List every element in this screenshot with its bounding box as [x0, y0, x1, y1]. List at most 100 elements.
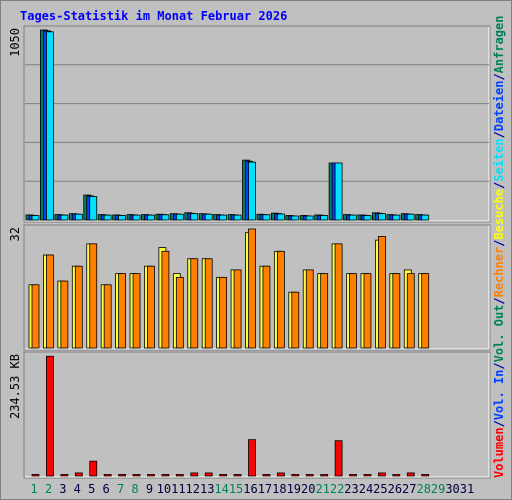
bar [262, 474, 271, 477]
panel-shade [25, 353, 490, 478]
bar [334, 162, 343, 221]
bar [320, 273, 329, 349]
x-tick-label: 3 [59, 482, 66, 496]
legend-entry: Vol. Out [492, 305, 506, 363]
bar [392, 273, 401, 349]
bar [74, 265, 83, 349]
bar [392, 474, 401, 477]
bar [392, 214, 401, 221]
legend-entry: / [492, 73, 506, 80]
bar [349, 474, 357, 477]
x-tick-label: 24 [359, 482, 373, 496]
legend-entry: Rechner [492, 247, 506, 298]
legend-entry: Seiten [492, 138, 506, 181]
bar [89, 196, 98, 221]
bar [262, 214, 271, 221]
bar [406, 213, 415, 221]
bar [161, 214, 170, 221]
bar [161, 250, 170, 349]
x-tick-label: 29 [431, 482, 445, 496]
bar [233, 269, 242, 349]
legend-entry: / [492, 182, 506, 189]
bar [175, 213, 184, 221]
bar [377, 236, 386, 349]
legend-entry: / [492, 240, 506, 247]
x-tick-label: 7 [117, 482, 124, 496]
x-tick-label: 5 [88, 482, 95, 496]
panel [23, 25, 491, 223]
x-tick-label: 27 [402, 482, 416, 496]
x-tick-label: 15 [229, 482, 243, 496]
side-legend: Volumen/Vol. In/Vol. Out/Rechner/Besuche… [492, 16, 506, 478]
bar [421, 474, 430, 477]
bar [291, 291, 300, 349]
x-tick-label: 30 [445, 482, 459, 496]
legend-entry: Volumen [492, 427, 506, 478]
x-tick-label: 12 [186, 482, 200, 496]
bar [291, 474, 300, 477]
bar [60, 474, 69, 477]
bar [147, 265, 155, 349]
bar [190, 258, 199, 349]
y-tick-label: 1050 [8, 28, 22, 57]
legend-entry: Anfragen [492, 16, 506, 74]
x-tick-label: 11 [171, 482, 185, 496]
bar [233, 474, 242, 477]
panel-shade [25, 27, 490, 222]
bar [204, 258, 213, 349]
x-tick-label: 23 [344, 482, 358, 496]
legend-entry: / [492, 420, 506, 427]
bar [248, 228, 256, 349]
bar [60, 280, 69, 349]
bar [349, 273, 357, 349]
bar [175, 276, 184, 349]
x-tick-label: 17 [258, 482, 272, 496]
y-tick-label: 234.53 KB [8, 354, 22, 419]
bar [349, 214, 357, 221]
bar [118, 215, 126, 221]
x-tick-label: 22 [330, 482, 344, 496]
legend-entry: Vol. In [492, 370, 506, 421]
bar [147, 474, 155, 477]
x-tick-label: 4 [74, 482, 81, 496]
bar [147, 214, 155, 221]
bar [103, 214, 112, 221]
bar [219, 474, 228, 477]
bar [46, 31, 54, 221]
bar [276, 250, 285, 349]
x-tick-label: 10 [157, 482, 171, 496]
bar [132, 273, 141, 349]
bar [363, 474, 372, 477]
bar [118, 273, 126, 349]
x-tick-label: 25 [373, 482, 387, 496]
bar [31, 474, 40, 477]
bar [305, 215, 314, 221]
bar [377, 213, 386, 221]
bar [74, 213, 83, 221]
bar [406, 273, 415, 349]
bar [219, 214, 228, 221]
bar [320, 215, 329, 221]
bar [248, 161, 256, 221]
bar [363, 273, 372, 349]
bar [233, 214, 242, 221]
bar [89, 243, 98, 349]
bar [46, 254, 54, 349]
bar [132, 474, 141, 477]
bar [291, 215, 300, 221]
bar [132, 214, 141, 221]
panel-shade [25, 226, 490, 350]
legend-entry: Besuche [492, 189, 506, 240]
x-tick-label: 20 [301, 482, 315, 496]
bar [60, 214, 69, 221]
bar [406, 472, 415, 477]
bar [204, 213, 213, 221]
bar [31, 284, 40, 349]
bar [190, 472, 199, 477]
x-tick-label: 31 [460, 482, 474, 496]
bar [248, 439, 256, 477]
legend-entry: Dateien [492, 81, 506, 132]
bar [103, 284, 112, 349]
bar [118, 474, 126, 477]
